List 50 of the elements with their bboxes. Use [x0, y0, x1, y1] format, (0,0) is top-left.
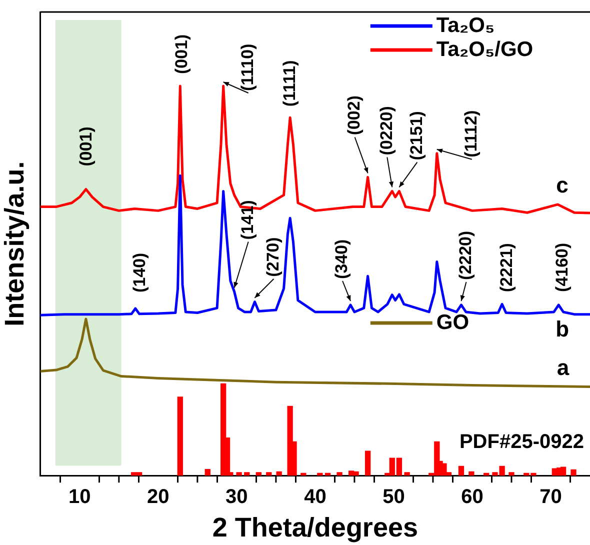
bar	[276, 471, 282, 476]
bar	[300, 472, 306, 476]
y-axis-title: Intensity/a.u.	[0, 161, 30, 326]
bar	[484, 472, 490, 476]
bar	[204, 469, 210, 476]
bar	[244, 472, 250, 476]
annotation: (2220)	[456, 230, 475, 280]
x-tick-label: 30	[226, 486, 248, 508]
annotation: (140)	[130, 252, 150, 292]
bar	[256, 472, 262, 476]
annotation: (270)	[263, 237, 282, 277]
bar	[404, 472, 410, 476]
annotation: (001)	[172, 34, 191, 74]
annotation: (2151)	[406, 111, 426, 160]
bar	[336, 472, 342, 476]
bar	[324, 472, 331, 476]
annotation: (1112)	[462, 110, 481, 158]
bar	[560, 466, 566, 476]
x-tick-label: 40	[304, 486, 326, 508]
bar	[458, 466, 464, 476]
annotation: (1110)	[238, 44, 258, 92]
legend-label: GO	[436, 310, 470, 334]
x-tick-label: 20	[147, 486, 170, 508]
bar	[468, 471, 474, 476]
annotation: (2221)	[496, 243, 516, 292]
annotation: (141)	[238, 200, 258, 240]
bar	[570, 469, 576, 476]
x-tick-label: 50	[382, 486, 405, 508]
annotation: b	[556, 316, 570, 342]
bar	[364, 450, 371, 476]
x-axis-title: 2 Theta/degrees	[212, 512, 418, 542]
annotation: (340)	[332, 239, 352, 279]
annotation: (1111)	[280, 60, 299, 107]
bar	[177, 396, 183, 476]
annotation: (0220)	[376, 106, 396, 156]
legend-label: Ta₂O₅/GO	[436, 38, 534, 61]
annotation: (4160)	[552, 242, 572, 292]
legend-label: Ta₂O₅	[436, 14, 495, 37]
x-tick-label: 10	[68, 486, 91, 508]
x-tick-label: 70	[540, 486, 562, 508]
bar	[266, 472, 272, 476]
bar	[508, 472, 514, 476]
annotation: c	[556, 172, 568, 198]
annotation: a	[556, 354, 570, 380]
annotation: (001)	[76, 126, 96, 166]
x-tick-label: 60	[461, 486, 484, 508]
bar	[317, 472, 323, 476]
annotation: (002)	[344, 95, 364, 136]
series-label: PDF#25-0922	[459, 431, 584, 454]
bar	[236, 472, 242, 476]
